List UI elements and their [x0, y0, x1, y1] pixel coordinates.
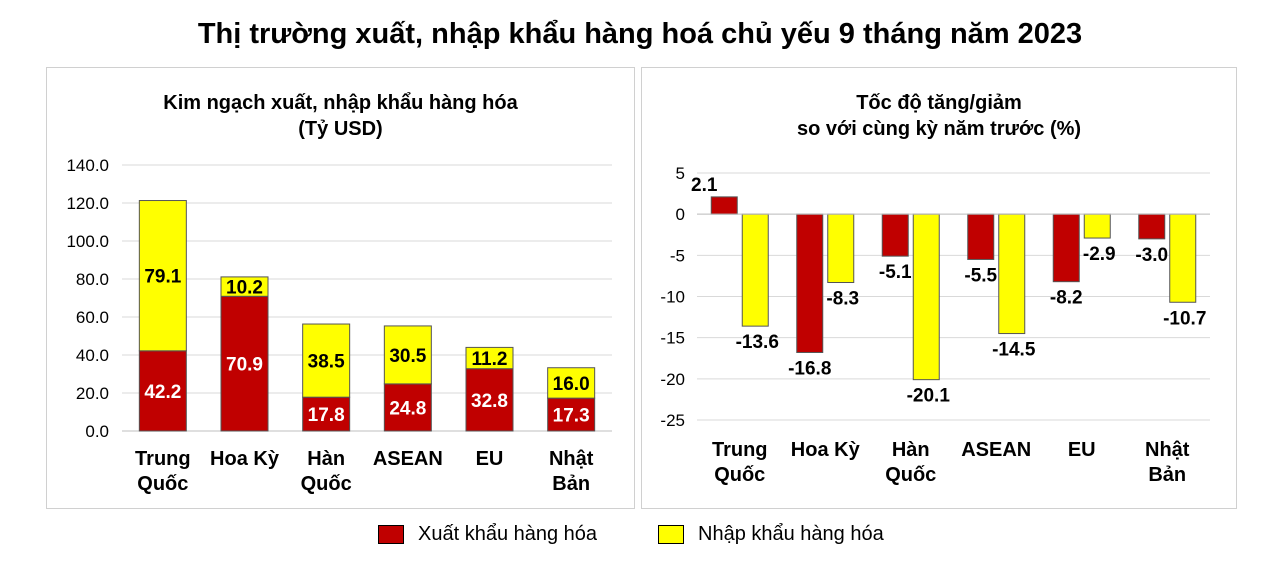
- y-tick-label: -15: [660, 329, 685, 348]
- export-bar: [138, 350, 187, 432]
- y-tick-label: 60.0: [76, 308, 109, 327]
- y-tick-label: 40.0: [76, 346, 109, 365]
- export-value-label: 17.8: [308, 405, 345, 426]
- export-growth-label: -5.1: [879, 262, 912, 283]
- export-value-label: 32.8: [471, 391, 508, 412]
- export-growth-bar: [1138, 213, 1166, 240]
- export-growth-bar: [710, 196, 738, 215]
- import-bar: [383, 325, 432, 385]
- x-tick-label: EU: [1068, 439, 1096, 461]
- export-bar: [465, 368, 514, 432]
- y-tick-label: 5: [676, 164, 685, 183]
- export-growth-bar: [881, 213, 909, 257]
- export-bar: [220, 295, 269, 432]
- import-growth-bar: [998, 213, 1026, 335]
- right-chart-subtitle: so với cùng kỳ năm trước (%): [796, 118, 1082, 140]
- export-growth-label: -5.5: [964, 265, 997, 286]
- import-bar: [220, 276, 269, 297]
- import-growth-label: -2.9: [1083, 244, 1116, 265]
- x-tick-label: Hoa Kỳ: [210, 448, 280, 470]
- export-growth-bar: [796, 213, 824, 353]
- import-value-label: 30.5: [389, 346, 426, 367]
- x-tick-label: Hoa Kỳ: [791, 439, 861, 461]
- y-tick-label: -20: [660, 370, 685, 389]
- export-bar: [383, 383, 432, 432]
- x-tick-label: ASEAN: [373, 448, 443, 470]
- right-chart-svg: -25 -20 -15 -10 -5 0 5 2.1 -13.6 -16.8 -8.3 -5.1 -20…: [660, 164, 1210, 486]
- y-tick-label: 20.0: [76, 384, 109, 403]
- export-growth-bar: [1052, 213, 1080, 283]
- legend-item-export: Xuất khẩu hàng hóa: [378, 523, 597, 546]
- export-growth-label: -3.0: [1135, 245, 1168, 266]
- import-growth-label: -10.7: [1163, 308, 1206, 329]
- y-tick-label: 0.0: [85, 422, 109, 441]
- page-title: Thị trường xuất, nhập khẩu hàng hoá chủ …: [197, 18, 1083, 50]
- x-tick-label: Quốc: [714, 464, 765, 486]
- export-value-label: 70.9: [226, 355, 263, 376]
- left-chart-svg: 0.0 20.0 40.0 60.0 80.0 100.0 120.0 140.0 42.2 79…: [66, 156, 612, 495]
- export-value-label: 42.2: [144, 382, 181, 403]
- y-tick-label: 100.0: [66, 232, 109, 251]
- import-value-label: 11.2: [472, 349, 508, 370]
- export-bar: [547, 397, 596, 432]
- import-growth-label: -8.3: [826, 289, 859, 310]
- x-tick-label: Hàn: [307, 448, 345, 470]
- right-chart-title: Tốc độ tăng/giảm: [856, 92, 1022, 114]
- legend: Xuất khẩu hàng hóa Nhập khẩu hàng hóa: [0, 523, 1280, 553]
- x-tick-label: Bản: [552, 473, 590, 495]
- import-value-label: 16.0: [553, 374, 590, 395]
- stacked-bar-chart-panel: Kim ngạch xuất, nhập khẩu hàng hóa (Tỷ U…: [46, 67, 635, 509]
- x-tick-label: Quốc: [885, 464, 936, 486]
- export-bar: [302, 396, 351, 432]
- y-tick-label: 120.0: [66, 194, 109, 213]
- x-tick-label: EU: [476, 448, 504, 470]
- x-tick-label: Nhật: [549, 448, 594, 470]
- export-value-label: 17.3: [553, 406, 590, 427]
- import-bar: [547, 367, 596, 399]
- import-growth-bar: [827, 213, 855, 284]
- import-growth-label: -13.6: [736, 332, 779, 353]
- import-value-label: 79.1: [144, 267, 181, 288]
- import-growth-bar: [741, 213, 769, 327]
- export-growth-label: -8.2: [1050, 288, 1083, 309]
- export-growth-bar: [967, 213, 995, 260]
- import-growth-label: -20.1: [907, 386, 951, 407]
- growth-bar-chart-panel: Tốc độ tăng/giảm so với cùng kỳ năm trướ…: [641, 67, 1237, 509]
- y-tick-label: 140.0: [66, 156, 109, 175]
- x-tick-label: Bản: [1148, 464, 1186, 486]
- y-tick-label: 0: [676, 205, 685, 224]
- import-growth-bar: [912, 213, 940, 381]
- export-growth-label: -16.8: [788, 358, 831, 379]
- import-value-label: 10.2: [226, 278, 263, 299]
- y-tick-label: -25: [660, 411, 685, 430]
- x-tick-label: Quốc: [137, 473, 188, 495]
- legend-label-import: Nhập khẩu hàng hóa: [698, 523, 884, 545]
- y-tick-label: 80.0: [76, 270, 109, 289]
- y-tick-label: -5: [670, 246, 685, 265]
- left-chart-subtitle: (Tỷ USD): [298, 118, 383, 140]
- legend-swatch-export: [378, 525, 404, 544]
- x-tick-label: Nhật: [1145, 439, 1190, 461]
- export-value-label: 24.8: [389, 398, 426, 419]
- legend-swatch-import: [658, 525, 684, 544]
- import-value-label: 38.5: [308, 352, 345, 373]
- import-bar: [465, 346, 514, 370]
- import-growth-label: -14.5: [992, 340, 1036, 361]
- y-tick-label: -10: [660, 288, 685, 307]
- import-growth-bar: [1169, 213, 1197, 303]
- import-bar: [138, 200, 187, 352]
- x-tick-label: Trung: [135, 448, 191, 470]
- legend-label-export: Xuất khẩu hàng hóa: [418, 523, 598, 545]
- x-tick-label: Quốc: [301, 473, 352, 495]
- left-chart-title: Kim ngạch xuất, nhập khẩu hàng hóa: [163, 92, 518, 114]
- export-growth-label: 2.1: [691, 175, 718, 196]
- x-tick-label: ASEAN: [961, 439, 1031, 461]
- legend-item-import: Nhập khẩu hàng hóa: [658, 523, 884, 546]
- import-growth-bar: [1083, 213, 1111, 239]
- x-tick-label: Trung: [712, 439, 768, 461]
- x-tick-label: Hàn: [892, 439, 930, 461]
- import-bar: [302, 323, 351, 398]
